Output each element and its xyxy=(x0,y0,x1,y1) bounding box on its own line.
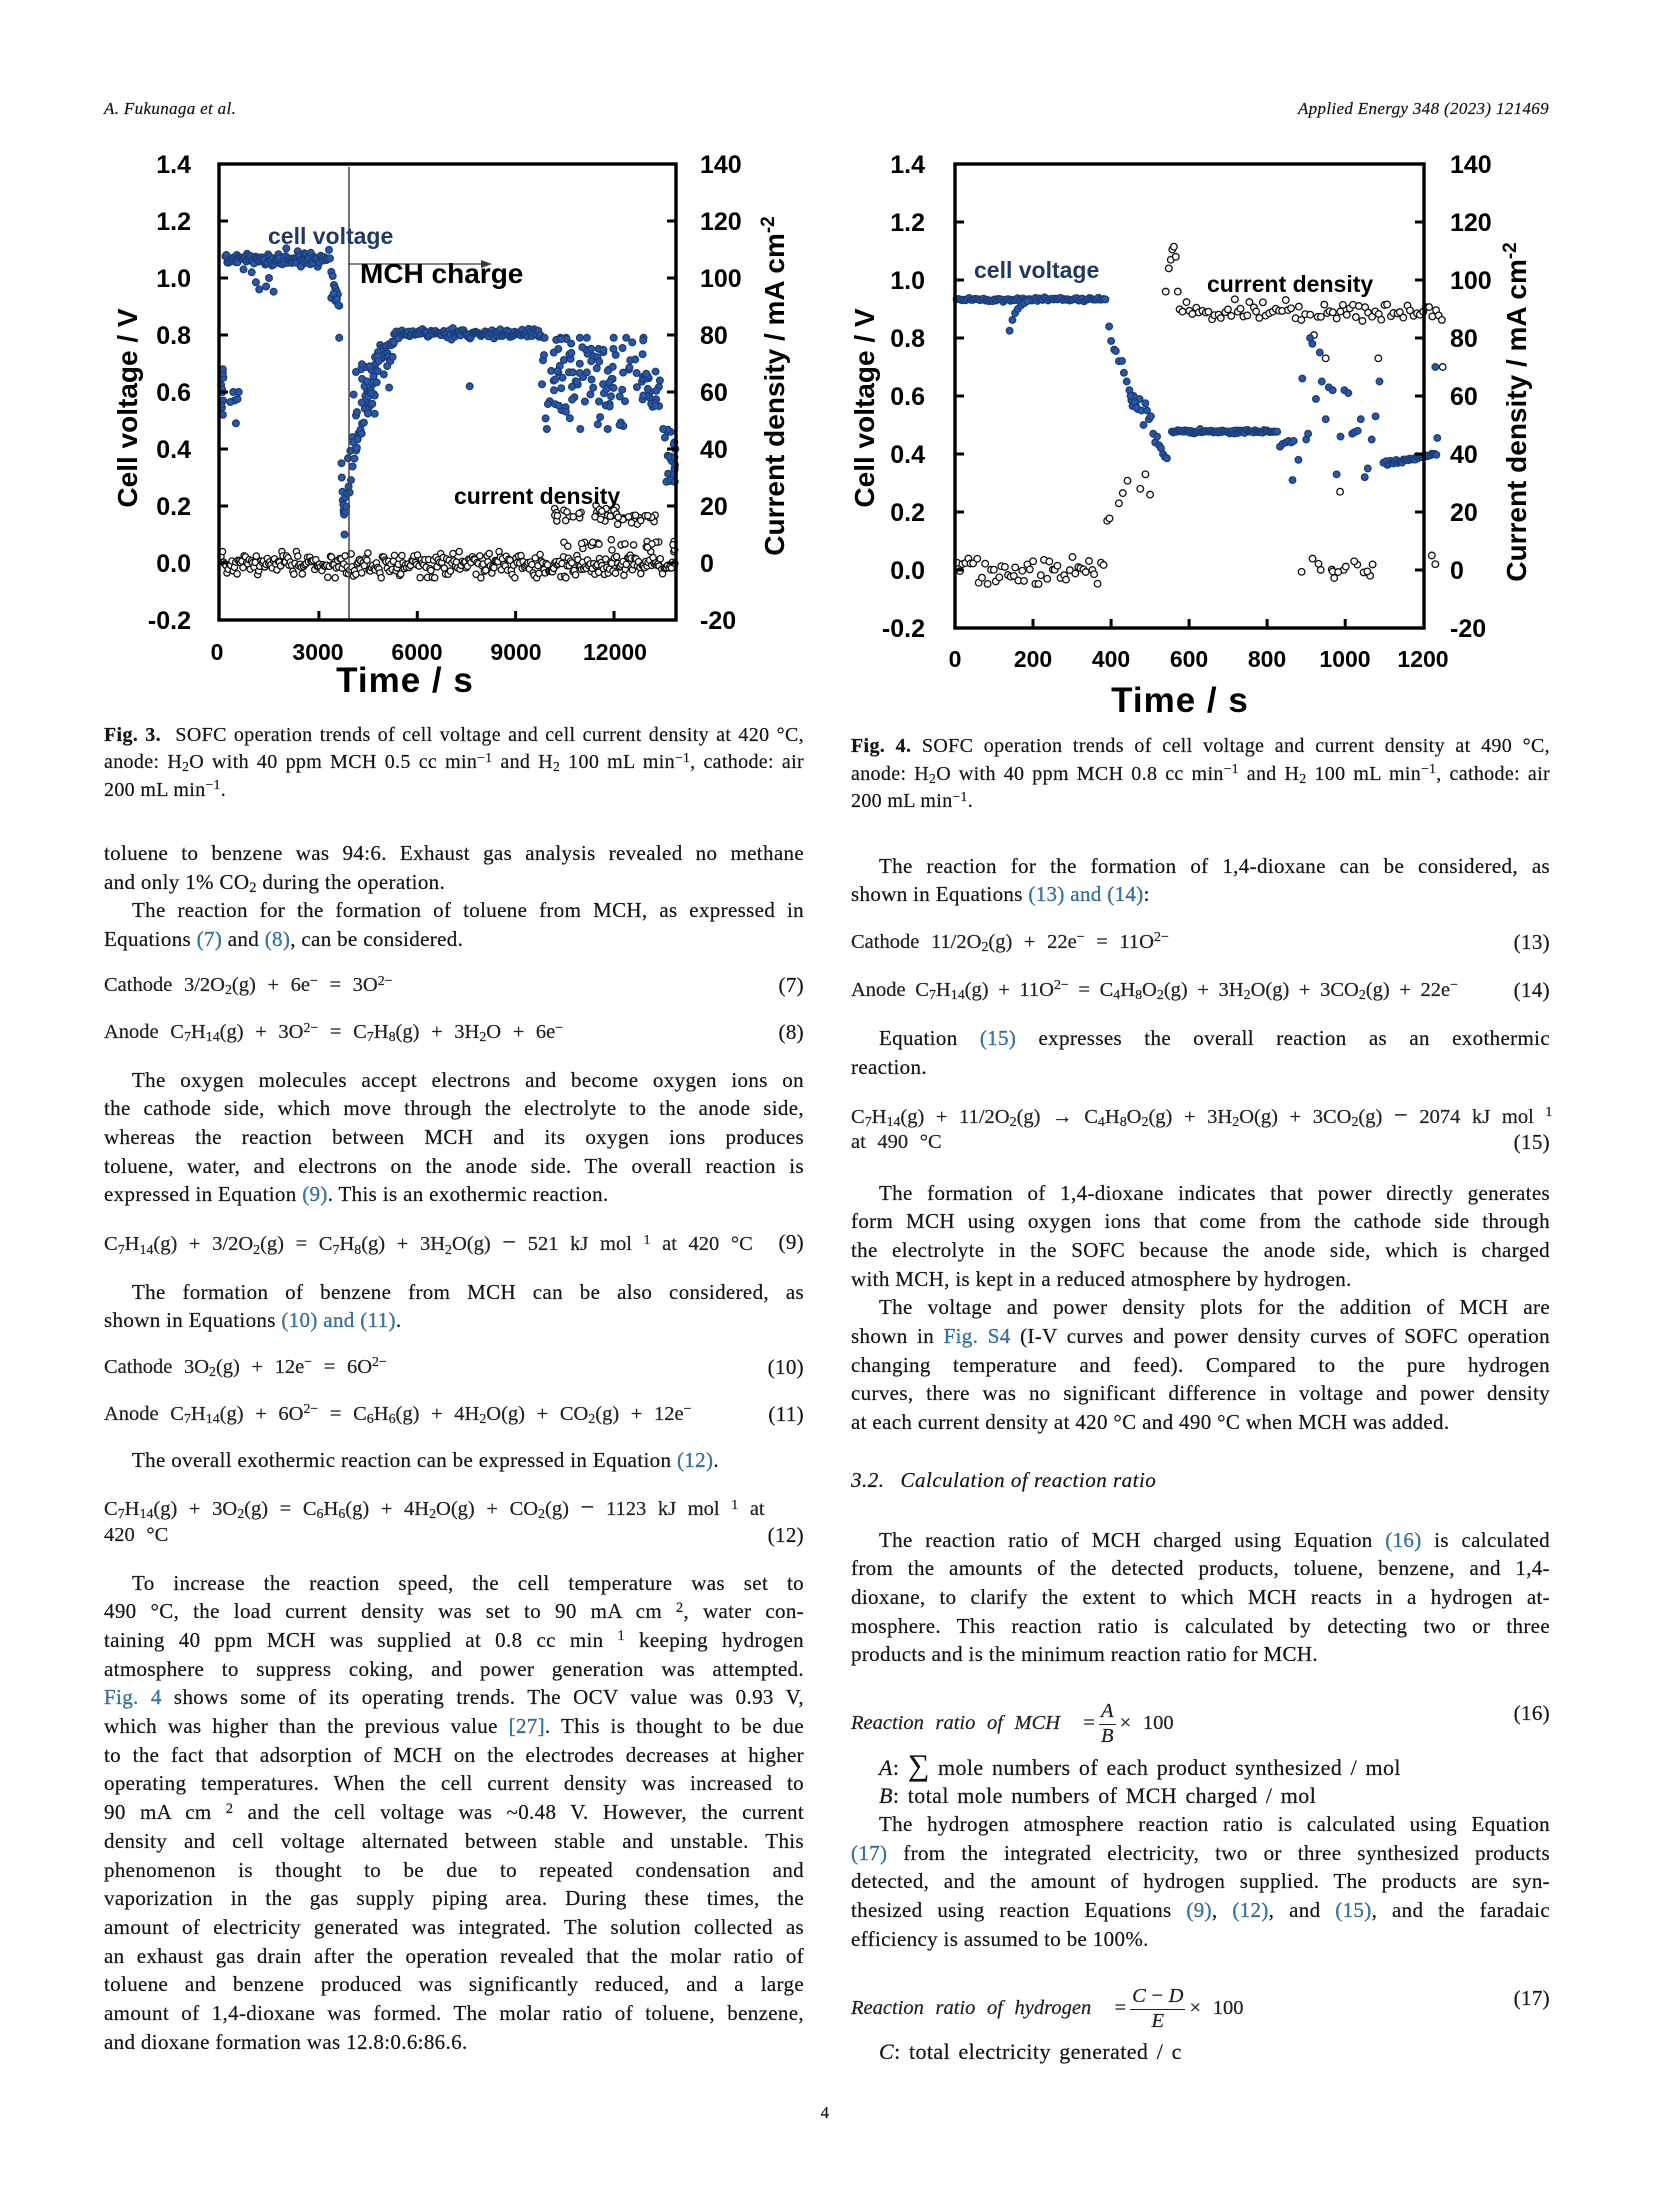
svg-text:20: 20 xyxy=(1450,499,1478,527)
svg-text:0.4: 0.4 xyxy=(156,436,191,464)
svg-text:1000: 1000 xyxy=(1319,646,1370,672)
svg-text:Current density / mA cm-2: Current density / mA cm-2 xyxy=(758,216,791,556)
svg-text:current density: current density xyxy=(454,483,620,509)
svg-text:100: 100 xyxy=(700,265,742,293)
svg-text:20: 20 xyxy=(700,493,728,521)
svg-text:current density: current density xyxy=(1207,271,1373,297)
svg-text:3000: 3000 xyxy=(292,639,343,665)
svg-text:-0.2: -0.2 xyxy=(148,607,191,635)
svg-text:60: 60 xyxy=(1450,383,1478,411)
svg-text:0: 0 xyxy=(700,550,714,578)
svg-text:9000: 9000 xyxy=(490,639,541,665)
svg-text:1.4: 1.4 xyxy=(156,151,191,179)
svg-text:-20: -20 xyxy=(1450,615,1486,643)
svg-text:1.0: 1.0 xyxy=(156,265,191,293)
svg-text:0.0: 0.0 xyxy=(890,557,925,585)
svg-text:Cell voltage / V: Cell voltage / V xyxy=(849,308,880,507)
svg-text:40: 40 xyxy=(1450,441,1478,469)
svg-text:1.4: 1.4 xyxy=(890,151,925,179)
svg-text:Cell voltage / V: Cell voltage / V xyxy=(112,308,143,507)
svg-text:0.6: 0.6 xyxy=(890,383,925,411)
svg-text:140: 140 xyxy=(700,151,742,179)
svg-text:200: 200 xyxy=(1014,646,1052,672)
svg-text:0.2: 0.2 xyxy=(890,499,925,527)
svg-text:140: 140 xyxy=(1450,151,1492,179)
svg-text:cell voltage: cell voltage xyxy=(974,257,1099,283)
svg-text:6000: 6000 xyxy=(391,639,442,665)
svg-text:600: 600 xyxy=(1170,646,1208,672)
svg-text:120: 120 xyxy=(1450,209,1492,237)
svg-text:Current density / mA cm-2: Current density / mA cm-2 xyxy=(1500,242,1533,582)
svg-text:0.4: 0.4 xyxy=(890,441,925,469)
svg-text:400: 400 xyxy=(1092,646,1130,672)
svg-text:Time / s: Time / s xyxy=(336,661,474,700)
svg-text:1.0: 1.0 xyxy=(890,267,925,295)
svg-text:0.6: 0.6 xyxy=(156,379,191,407)
svg-text:40: 40 xyxy=(700,436,728,464)
svg-text:0: 0 xyxy=(1450,557,1464,585)
svg-text:80: 80 xyxy=(1450,325,1478,353)
svg-text:MCH charge: MCH charge xyxy=(360,258,523,289)
svg-text:0.0: 0.0 xyxy=(156,550,191,578)
svg-text:cell voltage: cell voltage xyxy=(268,223,393,249)
svg-text:0: 0 xyxy=(211,639,224,665)
svg-text:60: 60 xyxy=(700,379,728,407)
svg-text:1.2: 1.2 xyxy=(890,209,925,237)
svg-text:0.8: 0.8 xyxy=(156,322,191,350)
svg-text:1200: 1200 xyxy=(1397,646,1448,672)
svg-text:12000: 12000 xyxy=(583,639,647,665)
svg-text:1.2: 1.2 xyxy=(156,208,191,236)
svg-text:100: 100 xyxy=(1450,267,1492,295)
svg-text:800: 800 xyxy=(1248,646,1286,672)
svg-text:0.2: 0.2 xyxy=(156,493,191,521)
svg-text:-0.2: -0.2 xyxy=(882,615,925,643)
svg-text:120: 120 xyxy=(700,208,742,236)
svg-text:0.8: 0.8 xyxy=(890,325,925,353)
svg-text:Time / s: Time / s xyxy=(1111,681,1249,720)
svg-text:0: 0 xyxy=(949,646,962,672)
svg-text:-20: -20 xyxy=(700,607,736,635)
svg-text:80: 80 xyxy=(700,322,728,350)
